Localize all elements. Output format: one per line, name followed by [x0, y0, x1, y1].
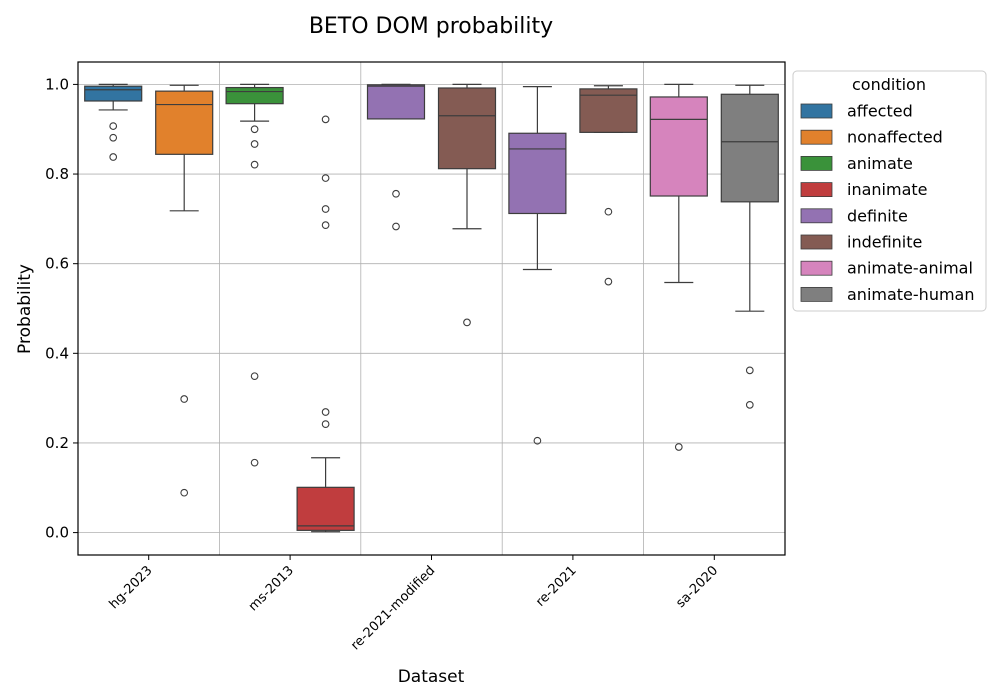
outlier-point: [321, 174, 330, 182]
outlier-point: [533, 436, 542, 445]
legend-label: definite: [847, 206, 908, 225]
outlier-point: [250, 160, 259, 169]
box-sa-2020-animate-human: [720, 84, 779, 409]
legend-item-indefinite: indefinite: [800, 233, 922, 252]
outlier-point: [745, 401, 754, 409]
legend-frame: [792, 70, 987, 312]
outlier-point: [392, 222, 400, 231]
legend-item-inanimate: inanimate: [800, 180, 927, 199]
outlier-point: [321, 115, 330, 124]
box-hg-2023-nonaffected: [155, 84, 214, 497]
box-ms-2013-animate: [225, 83, 284, 467]
y-axis-label: Probability: [15, 264, 35, 354]
outlier-point: [180, 488, 189, 497]
y-tick-label: 0.2: [45, 434, 69, 452]
box-ms-2013-inanimate: [296, 115, 355, 533]
outlier-point: [250, 458, 259, 467]
chart-title: BETO DOM probability: [309, 14, 553, 39]
box-hg-2023-affected: [84, 83, 143, 161]
box-iqr: [296, 486, 355, 531]
outlier-point: [604, 207, 613, 216]
box-re-2021-modified-definite: [366, 83, 426, 231]
legend-label: inanimate: [847, 180, 927, 199]
legend-swatch: [800, 260, 833, 276]
outlier-point: [463, 318, 471, 327]
outlier-point: [321, 221, 330, 229]
x-tick-label: ms-2013: [246, 563, 297, 614]
box-iqr: [579, 88, 638, 133]
box-iqr: [155, 90, 214, 155]
x-tick-label: sa-2020: [673, 563, 721, 611]
y-tick-label: 0.0: [45, 524, 69, 542]
legend-label: animate-human: [847, 285, 974, 304]
y-tick-label: 0.6: [45, 255, 69, 273]
box-iqr: [366, 84, 426, 120]
legend-item-animate-human: animate-human: [800, 285, 974, 304]
legend-label: affected: [847, 102, 913, 121]
gridlines: [78, 62, 785, 555]
box-iqr: [84, 85, 143, 102]
legend-swatch: [800, 182, 833, 198]
box-iqr: [649, 96, 708, 197]
outlier-point: [250, 372, 259, 381]
outlier-point: [321, 420, 330, 428]
outlier-point: [321, 408, 330, 416]
legend: condition affected nonaffected animate inan…: [792, 70, 987, 312]
legend-swatch: [800, 286, 833, 302]
legend-label: nonaffected: [847, 128, 943, 147]
legend-item-definite: definite: [800, 206, 908, 225]
box-series: [84, 83, 779, 533]
legend-items: affected nonaffected animate inanimate defin…: [800, 102, 974, 304]
x-tick-label: re-2021-modified: [348, 563, 438, 653]
y-tick-label: 0.8: [45, 165, 69, 183]
outlier-point: [392, 189, 400, 198]
legend-item-animate: animate: [800, 154, 913, 173]
x-tick-label: hg-2023: [107, 563, 156, 612]
legend-swatch: [800, 234, 833, 250]
legend-item-nonaffected: nonaffected: [800, 128, 943, 147]
x-tick-label: re-2021: [533, 563, 580, 610]
box-iqr: [437, 87, 497, 170]
outlier-point: [745, 366, 754, 375]
box-re-2021-definite: [508, 86, 567, 445]
legend-swatch: [800, 155, 833, 171]
box-iqr: [508, 132, 567, 215]
legend-swatch: [800, 129, 833, 145]
y-tick-label: 0.4: [45, 344, 69, 362]
y-tick-label: 1.0: [45, 75, 69, 93]
x-axis-ticks: hg-2023 ms-2013 re-2021-modified re-2021 sa-…: [107, 555, 721, 653]
outlier-point: [250, 125, 259, 134]
outlier-point: [109, 153, 118, 161]
legend-swatch: [800, 103, 833, 119]
x-axis-label: Dataset: [398, 667, 465, 687]
outlier-point: [180, 395, 189, 403]
legend-label: indefinite: [847, 233, 922, 252]
outlier-point: [250, 140, 259, 148]
outlier-point: [604, 277, 613, 286]
legend-title: condition: [852, 75, 926, 94]
outlier-point: [109, 122, 118, 130]
legend-swatch: [800, 208, 833, 224]
outlier-point: [674, 443, 683, 451]
box-re-2021-indefinite: [579, 85, 638, 286]
y-axis-ticks: 0.0 0.2 0.4 0.6 0.8 1.0: [45, 75, 78, 542]
outlier-point: [321, 205, 330, 213]
legend-item-affected: affected: [800, 102, 913, 121]
box-sa-2020-animate-animal: [649, 83, 708, 451]
legend-item-animate-animal: animate-animal: [800, 259, 973, 278]
box-iqr: [720, 93, 779, 203]
outlier-point: [109, 133, 118, 142]
legend-label: animate-animal: [847, 259, 973, 278]
box-iqr: [225, 86, 284, 105]
legend-label: animate: [847, 154, 913, 173]
box-re-2021-modified-indefinite: [437, 83, 497, 327]
